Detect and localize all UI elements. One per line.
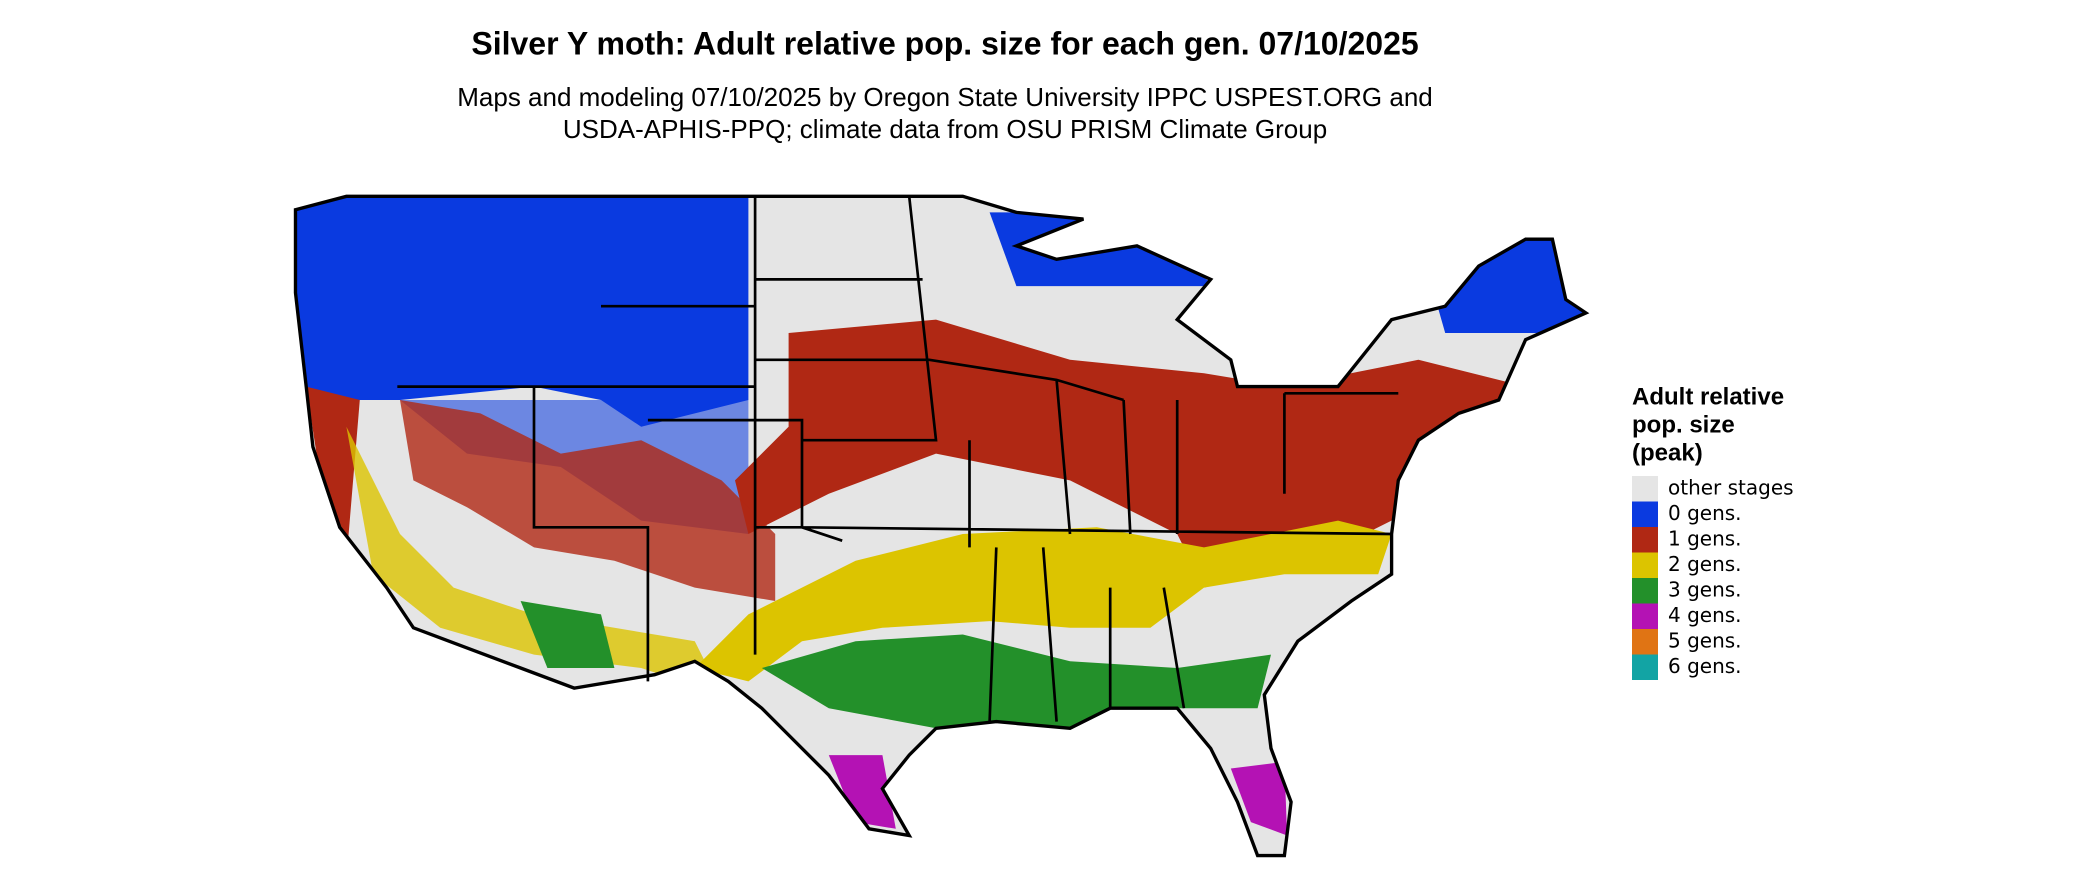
- subtitle-line: USDA-APHIS-PPQ; climate data from OSU PR…: [563, 114, 1327, 144]
- region-fill: [1418, 239, 1586, 334]
- legend-label: 5 gens.: [1668, 629, 1742, 653]
- legend-label: 6 gens.: [1668, 654, 1742, 678]
- legend-label: 3 gens.: [1668, 578, 1742, 602]
- region-fill: [520, 601, 615, 668]
- legend: Adult relative pop. size (peak) other st…: [1632, 383, 1794, 680]
- legend-title: Adult relative: [1632, 383, 1784, 410]
- region-fill: [400, 400, 776, 601]
- region-fill: [346, 426, 722, 695]
- legend-swatch: [1632, 654, 1658, 680]
- legend-label: 2 gens.: [1668, 552, 1742, 576]
- subtitle-line: Maps and modeling 07/10/2025 by Oregon S…: [457, 82, 1433, 112]
- us-map: [293, 194, 1588, 858]
- legend-label: other stages: [1668, 476, 1794, 500]
- legend-swatch: [1632, 603, 1658, 629]
- legend-label: 1 gens.: [1668, 527, 1742, 551]
- legend-swatch: [1632, 578, 1658, 604]
- legend-swatch: [1632, 552, 1658, 578]
- legend-swatch: [1632, 501, 1658, 527]
- map-fill: [295, 196, 1586, 856]
- legend-title: (peak): [1632, 439, 1703, 466]
- region-fill: [761, 634, 1271, 729]
- region-fill: [295, 196, 749, 427]
- legend-swatch: [1632, 527, 1658, 553]
- region-fill: [1230, 761, 1288, 836]
- legend-label: 4 gens.: [1668, 603, 1742, 627]
- region-fill: [306, 386, 400, 628]
- state-borders: [397, 196, 1399, 722]
- map-title: Silver Y moth: Adult relative pop. size …: [471, 25, 1418, 61]
- legend-label: 0 gens.: [1668, 501, 1742, 525]
- region-fill: [828, 755, 896, 829]
- legend-swatch: [1632, 629, 1658, 655]
- legend-title: pop. size: [1632, 411, 1735, 438]
- region-fill: [694, 520, 1392, 682]
- legend-swatch: [1632, 476, 1658, 502]
